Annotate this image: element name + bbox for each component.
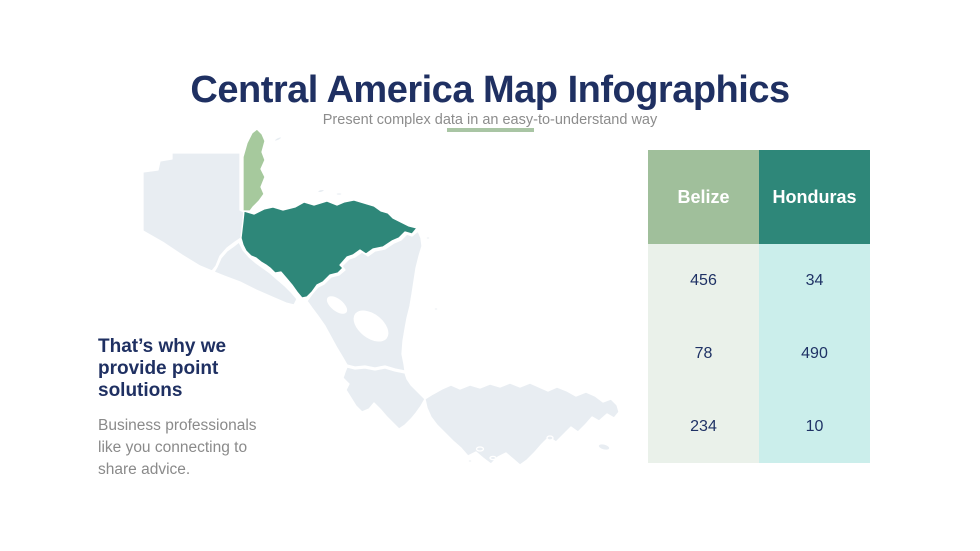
left-body-text: Business professionals like you connecti… [98,417,257,478]
lake-managua [326,296,348,314]
central-america-map [140,125,640,480]
slide-subtitle: Present complex data in an easy-to-under… [322,111,658,128]
table-cell-honduras-3: 10 [805,417,824,435]
table-column-honduras: Honduras 34 490 10 [759,150,870,463]
map-islands [273,136,611,463]
table-header-honduras: Honduras [759,150,870,244]
left-heading: That’s why we provide point solutions [98,336,227,401]
table-cell-honduras-1: 34 [805,271,824,289]
table-cell-belize-3: 234 [690,417,717,435]
table-header-belize: Belize [648,150,759,244]
table-column-belize: Belize 456 78 234 [648,150,759,463]
table-body-honduras: 34 490 10 [759,244,870,463]
table-cell-honduras-2: 490 [801,344,828,362]
table-body-belize: 456 78 234 [648,244,759,463]
table-cell-belize-1: 456 [690,271,717,289]
country-nicaragua [306,230,423,372]
lake-nicaragua [353,310,389,342]
country-belize-highlight [242,128,266,212]
country-panama [424,382,620,466]
left-text-block: That’s why we provide point solutions Bu… [98,336,276,481]
country-costa-rica [342,366,426,430]
country-el-salvador [213,241,298,306]
slide-title: Central America Map Infographics [190,69,790,112]
table-cell-belize-2: 78 [694,344,713,362]
subtitle-divider [447,128,534,132]
data-table: Belize 456 78 234 Honduras 34 490 10 [648,150,870,463]
country-honduras-highlight [240,199,418,299]
